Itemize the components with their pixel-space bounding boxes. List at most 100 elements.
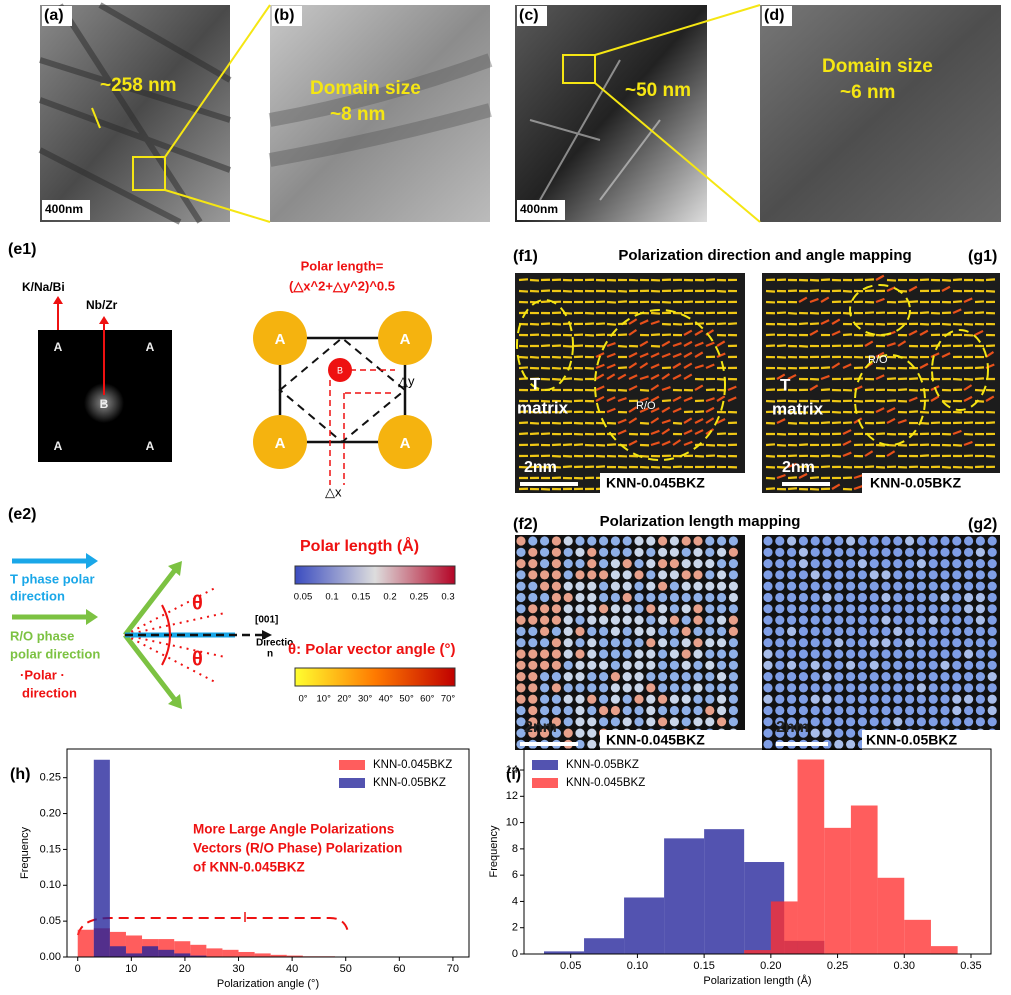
atom-dot <box>563 694 573 704</box>
atom-dot <box>987 536 997 546</box>
atom-dot <box>822 728 832 738</box>
atom-dot <box>916 615 927 625</box>
polar-arrow <box>683 362 693 369</box>
atom-dot <box>881 604 891 614</box>
hist-bar <box>206 948 223 957</box>
annotation: ~6 nm <box>840 82 895 103</box>
atom-dot <box>717 705 727 716</box>
polar-arrow <box>628 362 638 369</box>
atom-dot <box>952 615 962 625</box>
atom-dot <box>563 615 573 625</box>
atom-dot <box>905 547 915 557</box>
polar-arrow <box>776 465 787 469</box>
atom-dot <box>893 592 903 603</box>
angle-symbol: θ <box>192 648 203 670</box>
atom-dot <box>881 717 891 727</box>
atom-dot <box>728 638 739 648</box>
zoom-line <box>594 4 761 223</box>
atom-dot <box>987 649 997 659</box>
atom-dot <box>693 717 703 727</box>
annotation: Domain size <box>822 56 933 77</box>
atom-dot <box>563 717 573 727</box>
polar-arrow <box>595 363 605 370</box>
atom-dot <box>658 626 668 637</box>
atom-dot <box>540 694 550 704</box>
atom-dot <box>728 615 739 625</box>
colorbar <box>294 565 456 585</box>
atom-dot <box>587 536 597 546</box>
atom-dot <box>964 604 974 614</box>
polar-arrow <box>716 322 727 326</box>
atom-dot <box>693 694 703 704</box>
atom-dot <box>881 547 891 557</box>
atom-dot <box>705 683 715 693</box>
hist-bar <box>190 955 207 957</box>
polar-arrow <box>518 432 529 436</box>
atom-dot <box>669 705 680 716</box>
atom-dot <box>634 547 644 557</box>
atom-dot <box>987 626 997 637</box>
atom-dot <box>787 728 797 738</box>
atom-dot <box>728 559 739 569</box>
map-text: R/O <box>636 400 656 412</box>
polar-arrow <box>727 385 737 392</box>
atom-dot <box>964 570 974 580</box>
hist-bar <box>797 759 825 954</box>
atom-dot <box>869 638 879 648</box>
atom-dot <box>940 705 950 716</box>
polar-arrow <box>551 377 562 381</box>
atom-dot <box>763 615 773 625</box>
polar-arrow <box>606 300 617 304</box>
polar-arrow <box>639 319 649 326</box>
atom-dot <box>610 559 621 569</box>
atom-dot <box>964 694 974 704</box>
atom-dot <box>575 649 585 659</box>
polar-arrow <box>716 418 726 424</box>
atom-dot <box>881 705 891 716</box>
colorbar-tick: 20° <box>337 694 352 705</box>
polar-arrow <box>540 344 551 348</box>
atom-dot <box>528 559 538 569</box>
atom-dot <box>551 559 562 569</box>
atom-dot <box>810 683 820 693</box>
atom-dot <box>669 660 680 670</box>
polar-arrow <box>875 274 885 281</box>
atom-dot <box>964 626 974 637</box>
atom-dot <box>516 570 526 580</box>
atom-dot <box>717 683 727 693</box>
texture <box>529 59 661 201</box>
atom-dot <box>575 728 585 738</box>
atom-dot <box>940 649 950 659</box>
atom-dot <box>551 547 562 557</box>
atom-dot <box>810 694 820 704</box>
polar-arrow <box>617 388 628 392</box>
atom-label: A <box>400 435 411 452</box>
polar-arrow <box>705 341 715 348</box>
atom-dot <box>905 581 915 591</box>
atom-dot <box>893 717 903 727</box>
atom-dot <box>893 683 903 693</box>
atom-dot <box>563 570 573 580</box>
polar-arrow <box>963 440 973 447</box>
atom-dot <box>587 592 597 603</box>
atom-dot <box>975 626 986 637</box>
polar-arrow <box>694 384 704 391</box>
atom-dot <box>928 694 938 704</box>
polar-arrow <box>694 329 704 336</box>
hist-bar <box>584 938 625 954</box>
atom-dot <box>528 570 538 580</box>
atom-dot <box>658 536 668 546</box>
polar-arrow <box>661 399 672 403</box>
annotation: Domain size <box>310 78 421 99</box>
octahedron <box>278 336 407 444</box>
atom-dot <box>905 660 915 670</box>
polar-arrow <box>820 388 831 392</box>
atom-dot <box>928 536 938 546</box>
polar-arrow <box>617 344 628 348</box>
y-axis-label: Frequency <box>488 825 500 877</box>
polar-arrow <box>551 443 562 447</box>
atom-dot <box>940 717 950 727</box>
polar-arrow <box>809 322 820 326</box>
polar-ray <box>124 587 226 683</box>
